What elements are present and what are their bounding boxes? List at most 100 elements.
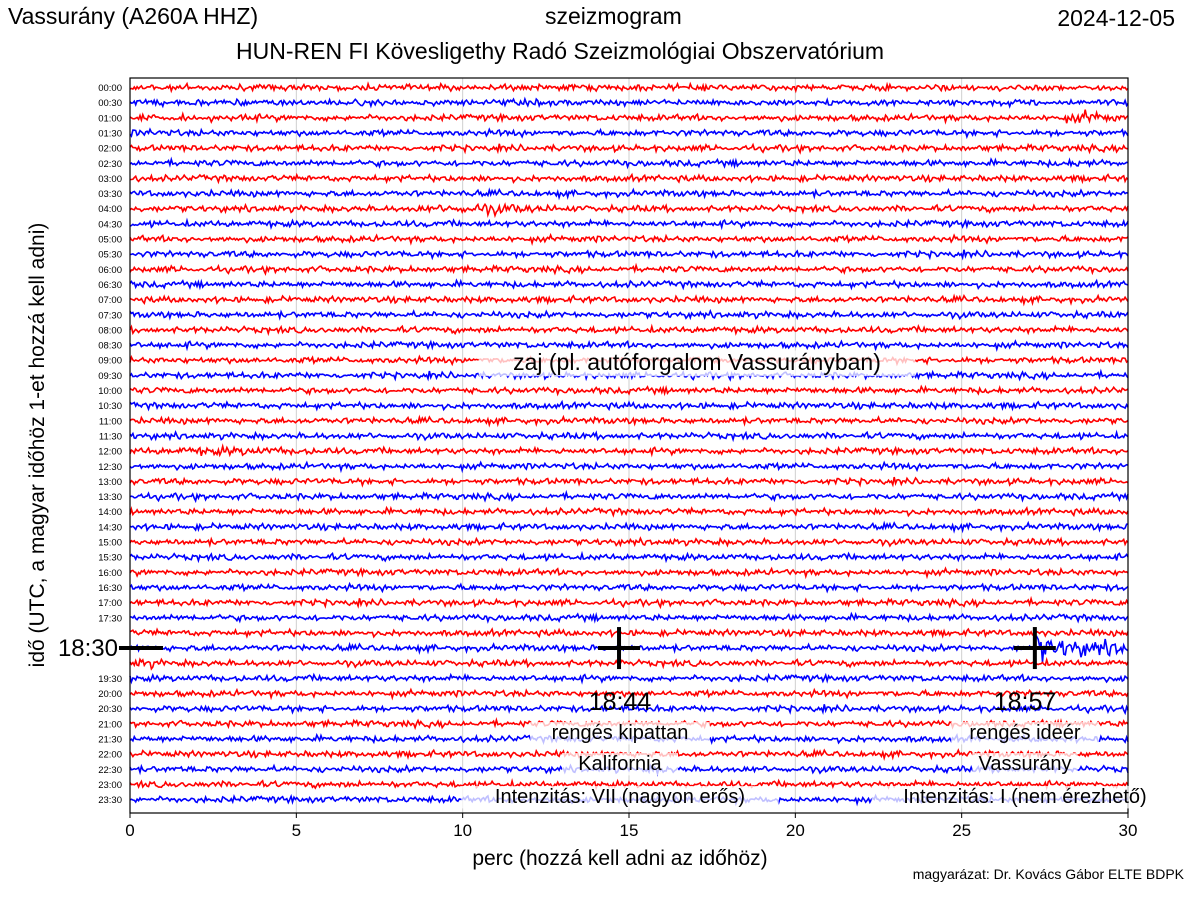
trace-row-1900 (129, 656, 1129, 671)
trace-row-1230 (129, 460, 1129, 474)
trace-row-1300 (129, 476, 1129, 488)
row-label: 15:30 (98, 553, 122, 564)
trace-row-0600 (129, 262, 1129, 276)
trace-row-1400 (129, 505, 1129, 518)
event-line: Intenzitás: I (nem érezhető) (871, 786, 1179, 809)
row-label: 08:00 (98, 325, 122, 336)
event-line-text: Intenzitás: I (nem érezhető) (903, 786, 1146, 808)
trace-row-1630 (129, 581, 1129, 594)
row-label: 07:30 (98, 310, 122, 321)
event-time: 18:44 (589, 688, 652, 716)
event-line-text: rengés kipattan (552, 722, 689, 744)
x-tick-label: 10 (453, 821, 472, 840)
trace-row-1100 (129, 414, 1129, 428)
row-label: 03:30 (98, 189, 122, 200)
event-line-text: rengés ideér (969, 722, 1081, 744)
row-label: 10:00 (98, 386, 122, 397)
row-label: 20:30 (98, 704, 122, 715)
row-label: 00:30 (98, 98, 122, 109)
event-line-text: Intenzitás: VII (nagyon erős) (495, 786, 745, 808)
row-label: 05:30 (98, 250, 122, 261)
row-label: 07:00 (98, 295, 122, 306)
trace-row-2030 (129, 703, 1129, 716)
y-axis-label: idő (UTC, a magyar időhöz 1-et hozzá kel… (26, 223, 49, 668)
row-label: 02:30 (98, 159, 122, 170)
row-label: 12:00 (98, 447, 122, 458)
trace-row-0700 (129, 293, 1129, 307)
trace-row-0030 (129, 96, 1129, 109)
row-label: 21:30 (98, 734, 122, 745)
trace-row-0200 (129, 142, 1129, 155)
row-label: 04:30 (98, 219, 122, 230)
credit-note: magyarázat: Dr. Kovács Gábor ELTE BDPK (912, 866, 1184, 882)
trace-row-0730 (129, 308, 1129, 321)
event-line-bg (461, 786, 779, 809)
event-marker-1844: 18:44 (589, 627, 652, 716)
noise-annotation-bg (478, 350, 916, 377)
row-label: 11:30 (99, 431, 122, 442)
trace-row-1000 (129, 384, 1129, 397)
x-tick-label: 25 (952, 821, 971, 840)
trace-row-1430 (129, 520, 1129, 534)
trace-row-0500 (129, 232, 1129, 246)
trace-row-0800 (129, 323, 1129, 337)
trace-row-1730 (129, 611, 1129, 624)
trace-row-0400 (129, 202, 1129, 219)
trace-row-0330 (129, 187, 1129, 201)
row-label: 12:30 (98, 462, 122, 473)
trace-row-0300 (129, 172, 1129, 185)
event-line: Intenzitás: VII (nagyon erős) (461, 786, 779, 809)
row-label: 06:00 (98, 265, 122, 276)
row-label: 16:00 (98, 568, 122, 579)
station-title: Vassurány (A260A HHZ) (8, 3, 259, 29)
seismogram-title: szeizmogram (545, 3, 682, 29)
row-label: 14:30 (98, 522, 122, 533)
trace-row-1130 (129, 429, 1129, 443)
trace-row-1800 (129, 627, 1129, 639)
trace-row-1200 (129, 443, 1129, 458)
row-label: 01:30 (98, 128, 122, 139)
event-line-bg (951, 722, 1099, 745)
row-label: 17:30 (98, 613, 122, 624)
emphasized-row-label: 18:30 (58, 635, 118, 662)
x-tick-label: 5 (292, 821, 301, 840)
row-label: 10:30 (98, 401, 122, 412)
event-line: Vassurány (972, 753, 1078, 776)
row-label: 14:00 (98, 507, 122, 518)
event-line-bg (972, 753, 1078, 776)
x-axis-label: perc (hozzá kell adni az időhöz) (472, 847, 767, 870)
trace-row-1530 (129, 550, 1129, 564)
trace-row-0100 (129, 109, 1129, 125)
trace-row-0230 (129, 156, 1129, 170)
row-label: 08:30 (98, 341, 122, 352)
trace-row-0130 (129, 127, 1129, 140)
row-label: 13:30 (98, 492, 122, 503)
row-label: 19:30 (98, 674, 122, 685)
trace-row-2000 (129, 687, 1129, 701)
event-line-bg (871, 786, 1179, 809)
row-label: 16:30 (98, 583, 122, 594)
trace-row-1030 (129, 399, 1129, 412)
event-line: rengés kipattan (530, 722, 710, 745)
row-label: 17:00 (98, 598, 122, 609)
row-label: 00:00 (98, 83, 122, 94)
event-line-text: Vassurány (978, 753, 1071, 775)
row-label: 15:00 (98, 538, 122, 549)
row-label: 05:00 (98, 235, 122, 246)
x-tick-label: 0 (125, 821, 134, 840)
trace-row-2300 (129, 778, 1129, 791)
row-label: 23:30 (98, 795, 122, 806)
trace-row-0830 (129, 339, 1129, 352)
row-label: 09:00 (98, 356, 122, 367)
noise-annotation: zaj (pl. autóforgalom Vassurányban) (478, 349, 916, 377)
trace-row-0530 (129, 249, 1129, 261)
trace-row-0630 (129, 278, 1129, 291)
trace-row-1700 (129, 595, 1129, 610)
observatory-title: HUN-REN FI Kövesligethy Radó Szeizmológi… (236, 38, 885, 64)
row-label: 04:00 (98, 204, 122, 215)
x-tick-label: 30 (1119, 821, 1138, 840)
row-label: 09:30 (98, 371, 122, 382)
event-line-bg (562, 753, 678, 776)
x-tick-label: 20 (786, 821, 805, 840)
